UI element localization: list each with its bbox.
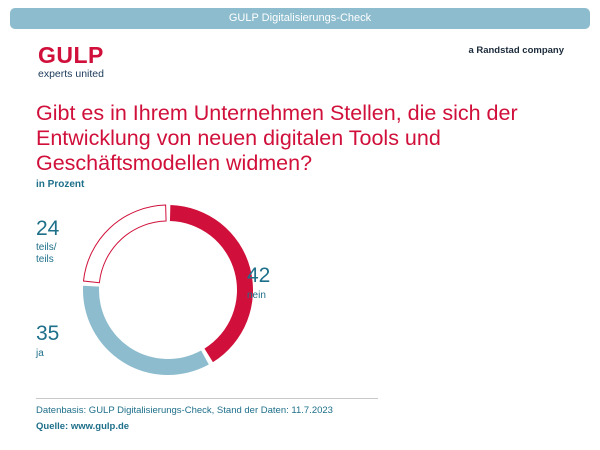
- source-label: Quelle:: [36, 421, 69, 432]
- footer-divider: [36, 398, 378, 399]
- value-label-teils-teils: 24: [36, 217, 60, 240]
- category-label-nein: nein: [247, 290, 266, 301]
- logo-tagline: experts united: [38, 68, 104, 80]
- source-line: Quelle: www.gulp.de: [36, 421, 129, 432]
- logo-wordmark: GULP: [38, 42, 104, 68]
- title-banner: GULP Digitalisierungs-Check: [10, 8, 590, 29]
- slice-nein: [169, 205, 253, 363]
- source-link[interactable]: www.gulp.de: [70, 421, 130, 432]
- gulp-logo: GULP experts united: [38, 44, 104, 81]
- category-label-ja: ja: [35, 348, 44, 359]
- slice-ja: [83, 285, 209, 375]
- slice-teils-teils: [82, 204, 167, 284]
- data-basis-note: Datenbasis: GULP Digitalisierungs-Check,…: [36, 405, 333, 416]
- chart-title: Gibt es in Ihrem Unternehmen Stellen, di…: [36, 101, 518, 175]
- value-label-ja: 35: [36, 322, 59, 345]
- value-label-nein: 42: [247, 264, 270, 287]
- banner-title: GULP Digitalisierungs-Check: [228, 12, 372, 24]
- category-label-teils-teils-line2: teils: [36, 254, 54, 265]
- unit-label: in Prozent: [36, 179, 85, 190]
- company-note: a Randstad company: [468, 45, 564, 56]
- category-label-teils-teils: teils/: [36, 242, 57, 253]
